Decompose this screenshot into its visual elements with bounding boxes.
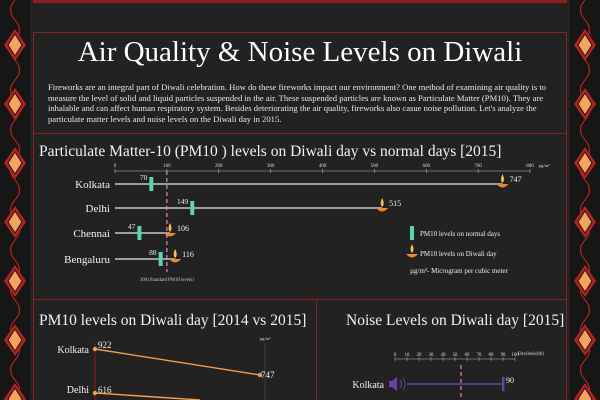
kolkata-2015-point xyxy=(257,372,263,378)
city-label: Delhi xyxy=(67,385,89,396)
diwali-diya-base xyxy=(169,259,182,263)
diwali-value-label: 106 xyxy=(177,224,189,233)
x-tick-label: 200 xyxy=(215,164,223,169)
x-tick-label: 800 xyxy=(526,164,534,169)
legend-diwali-diya-flame xyxy=(410,244,414,253)
diwali-value-label: 747 xyxy=(510,175,522,184)
noise-x-tick-label: 0 xyxy=(394,353,397,358)
noise-x-tick-label: 80 xyxy=(489,353,494,358)
kolkata-2014-value: 922 xyxy=(98,340,112,350)
noise-x-tick-label: 10 xyxy=(405,353,410,358)
diamond-inner xyxy=(7,269,23,293)
diamond-inner xyxy=(577,328,593,352)
normal-marker xyxy=(137,226,142,240)
diamond-inner xyxy=(7,210,23,234)
legend-normal-label: PM10 levels on normal days xyxy=(420,230,500,238)
noise-x-tick-label: 20 xyxy=(417,353,422,358)
normal-marker xyxy=(190,201,195,215)
normal-marker xyxy=(158,252,163,266)
diamond-inner xyxy=(7,151,23,175)
diwali-value-label: 515 xyxy=(389,199,401,208)
legend-normal-swatch xyxy=(410,226,414,240)
x-tick-label: 700 xyxy=(474,164,482,169)
speaker-waves xyxy=(399,377,406,391)
noise-category-label: Kolkata xyxy=(352,380,384,391)
delhi-2014-value: 616 xyxy=(98,385,112,395)
noise-x-tick-label: 70 xyxy=(477,353,482,358)
diamond-inner xyxy=(577,151,593,175)
kolkata-2015-value: 747 xyxy=(261,370,275,380)
noise-x-tick-label: 90 xyxy=(501,353,506,358)
noise-x-tick-label: 60 xyxy=(465,353,470,358)
intro-paragraph: Fireworks are an integral part of Diwali… xyxy=(48,82,547,124)
category-label: Delhi xyxy=(86,203,110,215)
diamond-inner xyxy=(577,210,593,234)
right-decorative-border xyxy=(570,0,600,400)
noise-value-label: 90 xyxy=(506,376,514,385)
x-tick-label: 600 xyxy=(423,164,431,169)
legend-unit-note: µg/m³- Microgram per cubic meter xyxy=(410,267,509,275)
pm10-chart-title: Particulate Matter-10 (PM10 ) levels on … xyxy=(39,143,502,160)
diamond-inner xyxy=(577,269,593,293)
delhi-2014-point xyxy=(92,390,98,396)
diwali-diya-base xyxy=(376,208,389,212)
normal-value-label: 88 xyxy=(149,248,157,257)
noise-x-tick-label: 100 xyxy=(511,353,519,358)
section-divider xyxy=(33,133,567,134)
diamond-inner xyxy=(7,92,23,116)
diamond-inner xyxy=(577,387,593,400)
diwali-diya-flame xyxy=(168,223,172,232)
diamond-inner xyxy=(7,328,23,352)
pm10-yoy-chart-title: PM10 levels on Diwali day [2014 vs 2015] xyxy=(39,312,307,329)
unit-label: µg/m³ xyxy=(260,336,272,341)
left-decorative-border xyxy=(0,0,30,400)
category-label: Kolkata xyxy=(75,179,110,191)
noise-x-tick-label: 40 xyxy=(441,353,446,358)
legend-diwali-label: PM10 levels on Diwali day xyxy=(420,250,497,258)
noise-chart-title: Noise Levels on Diwali day [2015] xyxy=(346,312,565,329)
diwali-diya-flame xyxy=(173,249,177,258)
section-divider xyxy=(33,299,567,300)
x-tick-label: 0 xyxy=(114,164,117,169)
kolkata-2014-point xyxy=(92,346,98,352)
standard-label: 100 (Standard PM10 levels) xyxy=(140,278,194,283)
delhi-slope-line xyxy=(94,392,201,400)
noise-end-marker xyxy=(502,377,505,391)
x-tick-label: 400 xyxy=(319,164,327,169)
section-divider-vertical xyxy=(316,299,317,400)
diwali-diya-flame xyxy=(501,174,505,183)
diamond-inner xyxy=(7,33,23,57)
city-label: Kolkata xyxy=(57,345,89,356)
category-label: Chennai xyxy=(73,228,110,240)
diamond-inner xyxy=(7,387,23,400)
normal-value-label: 70 xyxy=(140,173,148,182)
noise-unit-label: Decibels(db) xyxy=(518,352,544,357)
noise-x-tick-label: 30 xyxy=(429,353,434,358)
unit-label: µg/m³ xyxy=(539,163,551,168)
diwali-diya-flame xyxy=(380,198,384,207)
diamond-inner xyxy=(577,92,593,116)
normal-value-label: 47 xyxy=(128,222,136,231)
legend-diwali-diya-base xyxy=(406,254,418,258)
kolkata-slope-line xyxy=(94,348,261,376)
x-tick-label: 500 xyxy=(371,164,379,169)
diwali-diya-base xyxy=(163,233,176,237)
diwali-diya-base xyxy=(496,184,509,188)
top-border-line xyxy=(33,0,567,3)
speaker-icon xyxy=(389,377,397,391)
content-frame xyxy=(33,32,567,400)
x-tick-label: 100 xyxy=(163,164,171,169)
diamond-inner xyxy=(577,33,593,57)
category-label: Bengaluru xyxy=(64,254,110,266)
x-tick-label: 300 xyxy=(267,164,275,169)
normal-value-label: 149 xyxy=(177,197,189,206)
noise-x-tick-label: 50 xyxy=(453,353,458,358)
normal-marker xyxy=(149,177,154,191)
diwali-value-label: 116 xyxy=(182,250,194,259)
page-title: Air Quality & Noise Levels on Diwali xyxy=(77,36,523,68)
